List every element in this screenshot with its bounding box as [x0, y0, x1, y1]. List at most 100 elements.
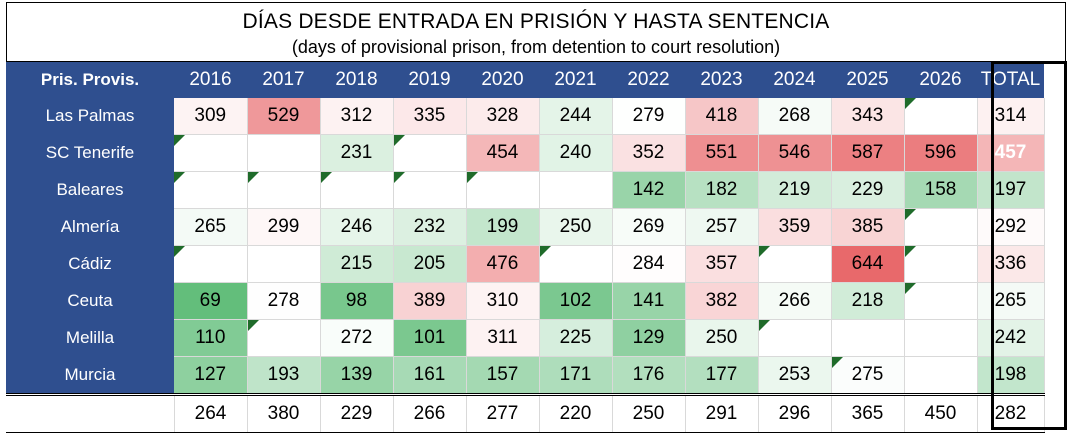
row-header-label: Pris. Provis.: [6, 62, 174, 98]
data-cell: 644: [831, 245, 905, 283]
data-cell: 199: [466, 208, 540, 246]
data-cell: 231: [320, 134, 394, 172]
data-cell: [904, 282, 978, 320]
data-cell: 272: [320, 319, 394, 357]
data-cell: [393, 171, 467, 209]
title-box: DÍAS DESDE ENTRADA EN PRISIÓN Y HASTA SE…: [6, 2, 1066, 62]
data-cell: 335: [393, 98, 467, 135]
data-cell: 529: [247, 98, 321, 135]
data-cell: 215: [320, 245, 394, 283]
data-cell: 225: [539, 319, 613, 357]
data-cell: 546: [758, 134, 832, 172]
data-cell: 182: [685, 171, 759, 209]
data-cell: 110: [174, 319, 248, 357]
data-cell: 98: [320, 282, 394, 320]
data-cell: 129: [612, 319, 686, 357]
total-cell: 380: [247, 393, 321, 433]
data-cell: 312: [320, 98, 394, 135]
data-cell: 278: [247, 282, 321, 320]
total-cell: 250: [612, 393, 686, 433]
data-cell: 328: [466, 98, 540, 135]
data-cell: [904, 356, 978, 395]
data-cell: 265: [174, 208, 248, 246]
data-cell: [174, 171, 248, 209]
column-header-total: TOTAL: [977, 62, 1044, 98]
table-row: Murcia 127 193 139 161 157 171 176 177 253 275 198: [6, 356, 1045, 395]
data-cell: [174, 134, 248, 172]
column-header-2017: 2017: [247, 62, 320, 98]
data-cell: [247, 171, 321, 209]
data-cell: 257: [685, 208, 759, 246]
column-header-2019: 2019: [393, 62, 466, 98]
data-cell: [904, 319, 978, 357]
data-cell: 198: [977, 356, 1045, 395]
row-label: Ceuta: [6, 282, 174, 320]
row-label: Murcia: [6, 356, 174, 395]
data-cell: 476: [466, 245, 540, 283]
table-row: Ceuta 69 278 98 389 310 102 141 382 266 218 265: [6, 282, 1045, 320]
data-cell: 311: [466, 319, 540, 357]
data-cell: 253: [758, 356, 832, 395]
data-cell: 158: [904, 171, 978, 209]
data-cell: [466, 171, 540, 209]
total-cell: 264: [174, 393, 248, 433]
column-header-2020: 2020: [466, 62, 539, 98]
column-header-2024: 2024: [758, 62, 831, 98]
data-cell: 359: [758, 208, 832, 246]
data-cell: 587: [831, 134, 905, 172]
column-header-2018: 2018: [320, 62, 393, 98]
column-header-2023: 2023: [685, 62, 758, 98]
total-cell: 291: [685, 393, 759, 433]
data-cell: [539, 245, 613, 283]
data-cell: 382: [685, 282, 759, 320]
total-cell: 266: [393, 393, 467, 433]
data-cell: 269: [612, 208, 686, 246]
data-cell: 240: [539, 134, 613, 172]
table-row: Baleares 142 182 219 229 158 197: [6, 171, 1045, 209]
data-cell: [320, 171, 394, 209]
data-table: Pris. Provis. 2016 2017 2018 2019 2020 2021 202…: [6, 62, 1045, 433]
column-header-2022: 2022: [612, 62, 685, 98]
row-label: Las Palmas: [6, 98, 174, 135]
row-label: Baleares: [6, 171, 174, 209]
spreadsheet: DÍAS DESDE ENTRADA EN PRISIÓN Y HASTA SE…: [6, 0, 1067, 433]
table-row: Almería 265 299 246 232 199 250 269 257 359 385 292: [6, 208, 1045, 246]
total-cell: 296: [758, 393, 832, 433]
data-cell: 157: [466, 356, 540, 395]
chart-subtitle: (days of provisional prison, from detent…: [291, 37, 781, 57]
total-cell: 282: [977, 393, 1045, 433]
data-cell: 242: [977, 319, 1045, 357]
data-cell: 275: [831, 356, 905, 395]
total-cell: 365: [831, 393, 905, 433]
data-cell: 314: [977, 98, 1045, 135]
data-cell: 284: [612, 245, 686, 283]
data-cell: [247, 245, 321, 283]
data-cell: [247, 319, 321, 357]
data-cell: 176: [612, 356, 686, 395]
data-cell: [904, 208, 978, 246]
data-cell: 310: [466, 282, 540, 320]
data-cell: 385: [831, 208, 905, 246]
data-cell: 229: [831, 171, 905, 209]
data-cell: 205: [393, 245, 467, 283]
totals-row: 264 380 229 266 277 220 250 291 296 365 450 282: [6, 393, 1045, 433]
table-row: Cádiz 215 205 476 284 357 644 336: [6, 245, 1045, 283]
data-cell: 357: [685, 245, 759, 283]
data-cell: 343: [831, 98, 905, 135]
data-cell: [758, 245, 832, 283]
total-cell: 277: [466, 393, 540, 433]
data-cell: 139: [320, 356, 394, 395]
data-cell: 454: [466, 134, 540, 172]
data-cell: 250: [685, 319, 759, 357]
data-cell: 246: [320, 208, 394, 246]
data-cell: 102: [539, 282, 613, 320]
data-cell: 418: [685, 98, 759, 135]
data-cell: [758, 319, 832, 357]
data-cell: 266: [758, 282, 832, 320]
data-cell: [904, 98, 978, 135]
table-row: SC Tenerife 231 454 240 352 551 546 587 596 457: [6, 134, 1045, 172]
data-cell: [831, 319, 905, 357]
data-cell: 127: [174, 356, 248, 395]
data-cell: 197: [977, 171, 1045, 209]
chart-title: DÍAS DESDE ENTRADA EN PRISIÓN Y HASTA SE…: [242, 10, 830, 33]
